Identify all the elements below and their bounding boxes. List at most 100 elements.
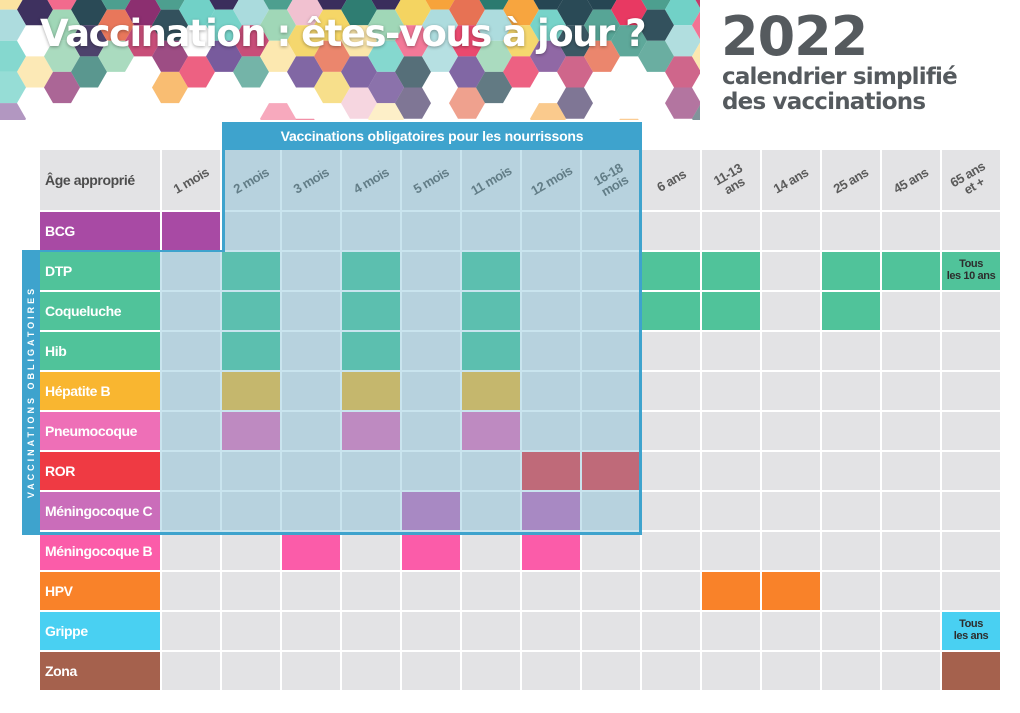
schedule-cell	[762, 612, 820, 650]
vaccine-row-label: Zona	[40, 652, 160, 690]
hexagon-tile	[152, 71, 188, 104]
schedule-cell	[162, 252, 220, 290]
schedule-cell	[582, 572, 640, 610]
hexagon-tile	[314, 71, 350, 104]
schedule-cell	[402, 452, 460, 490]
schedule-cell	[342, 532, 400, 570]
schedule-cell	[222, 652, 280, 690]
dose-cell	[462, 412, 520, 450]
schedule-cell	[282, 492, 340, 530]
schedule-cell	[522, 332, 580, 370]
age-column-label: 11-13 ans	[710, 160, 748, 198]
vaccine-row-label: Méningocoque B	[40, 532, 160, 570]
schedule-cell	[342, 212, 400, 250]
subtitle-line-1: calendrier simplifié	[722, 64, 958, 90]
age-column-label: 14 ans	[771, 164, 811, 196]
dose-cell	[822, 292, 880, 330]
age-column-header: 1 mois	[162, 150, 220, 210]
dose-cell	[522, 532, 580, 570]
schedule-cell	[342, 652, 400, 690]
schedule-cell	[822, 452, 880, 490]
hexagon-tile	[368, 40, 404, 72]
dose-cell	[882, 252, 940, 290]
hexagon-tile	[695, 0, 700, 8]
hexagon-tile	[44, 71, 80, 104]
dose-cell	[582, 452, 640, 490]
hexagon-tile	[263, 0, 293, 10]
schedule-cell	[642, 412, 700, 450]
schedule-cell	[702, 372, 760, 410]
hexagon-tile	[98, 40, 134, 72]
age-column-label: 16-18 mois	[590, 160, 631, 200]
dose-cell	[702, 252, 760, 290]
vaccine-row-label: BCG	[40, 212, 160, 250]
schedule-cell	[642, 212, 700, 250]
dose-cell	[342, 372, 400, 410]
vaccine-row-label: ROR	[40, 452, 160, 490]
hexagon-tile	[314, 40, 350, 72]
hexagon-tile	[317, 0, 347, 10]
schedule-cell	[762, 372, 820, 410]
schedule-cell	[762, 212, 820, 250]
schedule-cell	[522, 292, 580, 330]
schedule-cell	[402, 652, 460, 690]
dose-cell	[222, 252, 280, 290]
age-column-label: 12 mois	[527, 162, 575, 198]
schedule-cell	[882, 452, 940, 490]
schedule-cell	[762, 492, 820, 530]
hexagon-tile	[611, 25, 647, 57]
schedule-cell	[822, 612, 880, 650]
dose-cell	[222, 372, 280, 410]
schedule-cell	[642, 532, 700, 570]
schedule-cell	[162, 572, 220, 610]
schedule-cell	[282, 652, 340, 690]
age-column-header: 14 ans	[762, 150, 820, 210]
schedule-cell	[582, 612, 640, 650]
hexagon-tile	[395, 0, 431, 26]
hexagon-tile	[17, 56, 53, 88]
year-heading: 2022	[721, 5, 868, 68]
schedule-cell	[342, 572, 400, 610]
age-column-header: 3 mois	[282, 150, 340, 210]
age-column-label: 2 mois	[230, 163, 272, 197]
schedule-cell	[162, 532, 220, 570]
schedule-cell	[162, 452, 220, 490]
hexagon-tile	[395, 87, 431, 119]
hexagon-tile	[233, 56, 269, 88]
hexagon-tile	[476, 9, 512, 41]
hexagon-tile	[152, 9, 188, 41]
schedule-cell	[582, 212, 640, 250]
hexagon-tile	[584, 40, 620, 72]
hexagon-tile	[341, 87, 377, 119]
hexagon-tile	[125, 25, 161, 57]
vaccine-row-label: Grippe	[40, 612, 160, 650]
hexagon-tile	[47, 0, 77, 10]
schedule-cell	[762, 292, 820, 330]
schedule-cell	[642, 492, 700, 530]
hexagon-tile	[476, 40, 512, 72]
schedule-cell	[162, 412, 220, 450]
hexagon-tile	[692, 104, 700, 120]
hexagon-tile	[530, 40, 566, 72]
schedule-cell	[822, 332, 880, 370]
hexagon-tile	[557, 0, 593, 26]
schedule-cell	[402, 332, 460, 370]
schedule-cell	[402, 292, 460, 330]
schedule-cell	[882, 332, 940, 370]
schedule-cell	[222, 572, 280, 610]
hexagon-tile	[611, 0, 647, 26]
dose-cell: Tous les ans	[942, 612, 1000, 650]
hexagon-tile	[665, 87, 700, 119]
schedule-cell	[822, 412, 880, 450]
hexagon-tile	[260, 103, 296, 120]
age-column-label: 3 mois	[290, 163, 332, 197]
dose-cell	[942, 652, 1000, 690]
hexagon-tile	[503, 0, 539, 26]
hexagon-tile	[155, 0, 185, 10]
schedule-cell	[342, 452, 400, 490]
hexagon-tile	[503, 25, 539, 57]
schedule-cell	[942, 412, 1000, 450]
schedule-cell	[762, 412, 820, 450]
hexagon-tile	[341, 0, 377, 26]
